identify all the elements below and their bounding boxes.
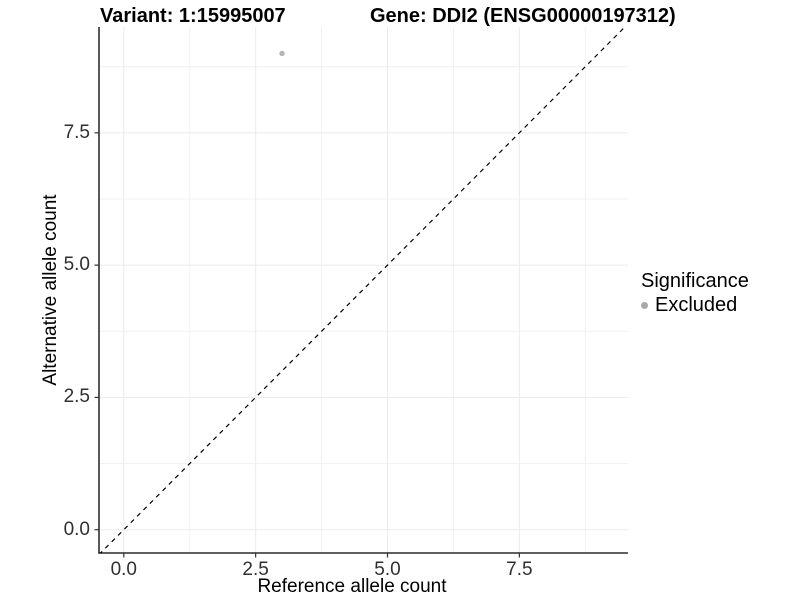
x-tick-label: 5.0 [374,559,401,580]
legend: Significance Excluded [641,270,749,317]
plot-title-variant: Variant: 1:15995007 [100,5,286,27]
x-tick-label: 2.5 [242,559,269,580]
x-axis-title: Reference allele count [257,576,447,597]
y-tick-label: 7.5 [63,121,90,143]
legend-item-excluded: Excluded [641,294,749,317]
x-tick-label: 0.0 [110,559,137,580]
identity-line [99,27,626,553]
y-tick-label: 2.5 [63,386,90,408]
legend-item-label: Excluded [655,294,738,316]
y-tick-label: 0.0 [63,518,90,540]
plot-title-gene: Gene: DDI2 (ENSG00000197312) [370,5,676,27]
legend-key-point-icon [641,302,648,309]
x-tick-label: 7.5 [506,559,533,580]
y-tick-label: 5.0 [63,254,90,276]
y-axis-title: Alternative allele count [40,194,61,386]
legend-title: Significance [641,270,749,292]
data-point [279,50,285,57]
